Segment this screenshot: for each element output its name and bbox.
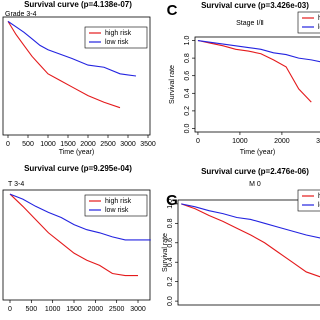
y-tick-label: 0.4: [167, 257, 174, 267]
chart-title: Survival curve (p=3.426e-03): [201, 1, 309, 10]
x-tick-label: 500: [25, 306, 37, 313]
survival-curve: [9, 193, 151, 241]
y-tick-label: 0.4: [184, 88, 191, 98]
y-axis-label: Survival rate: [162, 233, 169, 272]
x-tick-label: 0: [6, 141, 10, 148]
legend-box: [297, 189, 320, 212]
x-tick-label: 500: [22, 141, 34, 148]
x-tick-label: 2000: [274, 138, 290, 145]
panel-label: G: [166, 192, 178, 209]
y-tick-label: 1.0: [184, 36, 191, 46]
legend-label: high risk: [318, 193, 320, 200]
x-tick-label: 1000: [45, 306, 61, 313]
panel-label: C: [167, 2, 178, 19]
x-tick-label: 3000: [130, 306, 146, 313]
x-tick-label: 2000: [80, 141, 96, 148]
legend-box: [84, 194, 148, 217]
legend-label: high risk: [318, 15, 320, 22]
plot-frame: [177, 199, 320, 306]
plot-frame: [2, 16, 151, 136]
survival-curve: [197, 39, 312, 103]
legend-label: low risk: [318, 202, 320, 209]
survival-curve: [9, 193, 139, 277]
x-tick-label: 1500: [60, 141, 76, 148]
chart-title: Survival curve (p=4.138e-07): [24, 0, 132, 9]
subtitle: T 3-4: [8, 181, 24, 188]
legend-box: [84, 26, 148, 49]
x-tick-label: 2500: [109, 306, 125, 313]
x-axis-label: Time (year): [59, 149, 95, 156]
subtitle: Stage Ⅰ/Ⅱ: [236, 20, 264, 27]
legend-label: low risk: [105, 39, 129, 46]
x-tick-label: 3000: [120, 141, 136, 148]
y-tick-label: 0.8: [184, 53, 191, 63]
x-tick-label: 3000: [316, 138, 320, 145]
subtitle: M 0: [249, 181, 261, 188]
y-tick-label: 0.8: [167, 218, 174, 228]
x-tick-label: 2500: [100, 141, 116, 148]
y-axis-label: Survival rate: [169, 65, 176, 104]
survival-curve: [7, 21, 121, 109]
x-tick-label: 1500: [66, 306, 82, 313]
legend-label: low risk: [105, 207, 129, 214]
survival-curve: [181, 203, 320, 239]
x-axis-label: Time (year): [240, 149, 276, 156]
y-tick-label: 0.0: [184, 124, 191, 134]
survival-curve: [181, 203, 320, 278]
x-tick-label: 1000: [232, 138, 248, 145]
plot-frame: [194, 36, 320, 133]
survival-curve: [197, 39, 320, 63]
x-tick-label: 0: [8, 306, 12, 313]
plot-frame: [2, 189, 151, 301]
x-tick-label: 2000: [88, 306, 104, 313]
y-tick-label: 1.0: [167, 199, 174, 209]
subtitle: Grade 3-4: [5, 11, 37, 18]
survival-curve: [7, 20, 137, 77]
legend-box: [297, 11, 320, 34]
legend-label: high risk: [105, 30, 132, 37]
legend-label: high risk: [105, 198, 132, 205]
x-tick-label: 0: [196, 138, 200, 145]
legend-label: low risk: [318, 24, 320, 31]
x-tick-label: 1000: [40, 141, 56, 148]
chart-title: Survival curve (p=2.476e-06): [201, 167, 309, 176]
chart-title: Survival curve (p=9.295e-04): [24, 164, 132, 173]
y-tick-label: 0.2: [167, 277, 174, 287]
y-tick-label: 0.0: [167, 296, 174, 306]
x-tick-label: 3500: [140, 141, 156, 148]
y-tick-label: 0.6: [184, 71, 191, 81]
y-tick-label: 0.6: [167, 238, 174, 248]
y-tick-label: 0.2: [184, 106, 191, 116]
